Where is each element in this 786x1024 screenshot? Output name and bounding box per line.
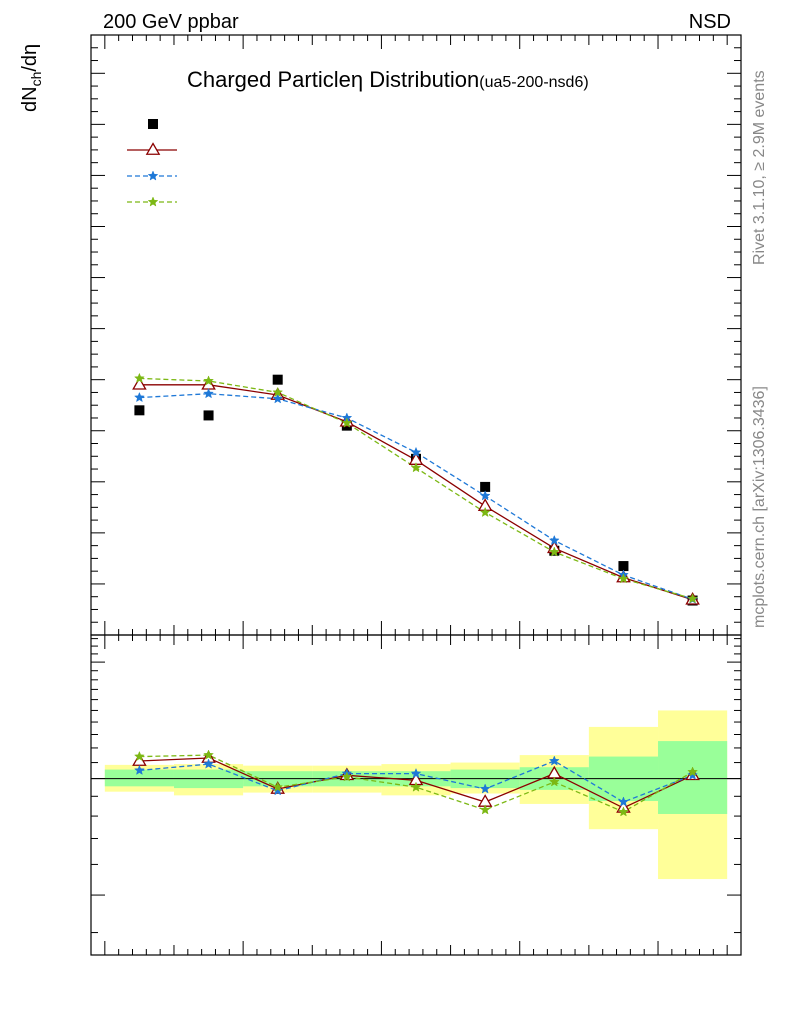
- mcplots-label: mcplots.cern.ch [arXiv:1306.3436]: [751, 386, 768, 628]
- chart-title: Charged Particleη Distribution(ua5-200-n…: [187, 67, 589, 92]
- series-point-2: [341, 417, 353, 428]
- main-panel: Charged Particleη Distribution(ua5-200-n…: [19, 34, 742, 636]
- ratio-panel: [90, 634, 742, 956]
- ratio-series-point-1: [479, 783, 491, 794]
- series-point-2: [479, 506, 491, 518]
- ratio-series-point-2: [203, 749, 214, 760]
- series-line-1: [139, 393, 693, 600]
- ratio-series-point-1: [548, 755, 560, 766]
- series-point-2: [410, 462, 422, 473]
- header-left: 200 GeV ppbar: [103, 11, 239, 33]
- series-point-2: [134, 372, 145, 383]
- ratio-series-point-1: [272, 785, 284, 796]
- ratio-series-point-1: [618, 796, 629, 807]
- series-point-2: [272, 386, 284, 398]
- ratio-series-point-1: [134, 764, 145, 775]
- series-point-1: [479, 490, 491, 501]
- series-point-1: [203, 388, 214, 399]
- ratio-series-point-2: [272, 781, 284, 792]
- legend-marker-data: [148, 119, 158, 129]
- ratio-series-point-2: [134, 750, 145, 762]
- series-point-2: [548, 546, 560, 557]
- ratio-series-point-2: [341, 771, 353, 782]
- series-point-1: [410, 446, 422, 458]
- series-point-1: [272, 393, 284, 404]
- series-point-1: [134, 391, 145, 403]
- header-right: NSD: [689, 11, 731, 33]
- series-point-0: [132, 376, 147, 390]
- series-point-1: [548, 534, 560, 546]
- ratio-series-point-2: [687, 766, 698, 777]
- series-point-2: [203, 375, 214, 386]
- ratio-series-point-2: [548, 776, 560, 787]
- data-point: [272, 374, 283, 385]
- ratio-series-point-1: [203, 758, 214, 769]
- legend-marker-1: [147, 170, 159, 181]
- ratio-series-point-2: [410, 781, 422, 792]
- rivet-label: Rivet 3.1.10, ≥ 2.9M events: [751, 70, 768, 265]
- data-point: [618, 561, 629, 572]
- y-axis-label: dNch/dη: [19, 44, 44, 112]
- main-frame: [90, 34, 742, 636]
- ratio-series-line-2: [139, 754, 693, 813]
- data-point: [480, 481, 491, 492]
- uncertainty-band-inner: [104, 769, 174, 787]
- series-line-2: [139, 377, 693, 600]
- legend-marker-2: [147, 196, 159, 207]
- data-point: [134, 405, 145, 416]
- ratio-series-point-1: [410, 767, 422, 779]
- ratio-series-point-2: [479, 804, 491, 815]
- series-point-2: [687, 593, 698, 604]
- ratio-frame: [90, 634, 742, 956]
- series-point-2: [618, 573, 629, 584]
- ratio-series-point-1: [687, 769, 698, 780]
- legend-marker-0: [145, 142, 161, 155]
- data-point: [203, 410, 214, 421]
- ratio-series-point-2: [618, 806, 629, 817]
